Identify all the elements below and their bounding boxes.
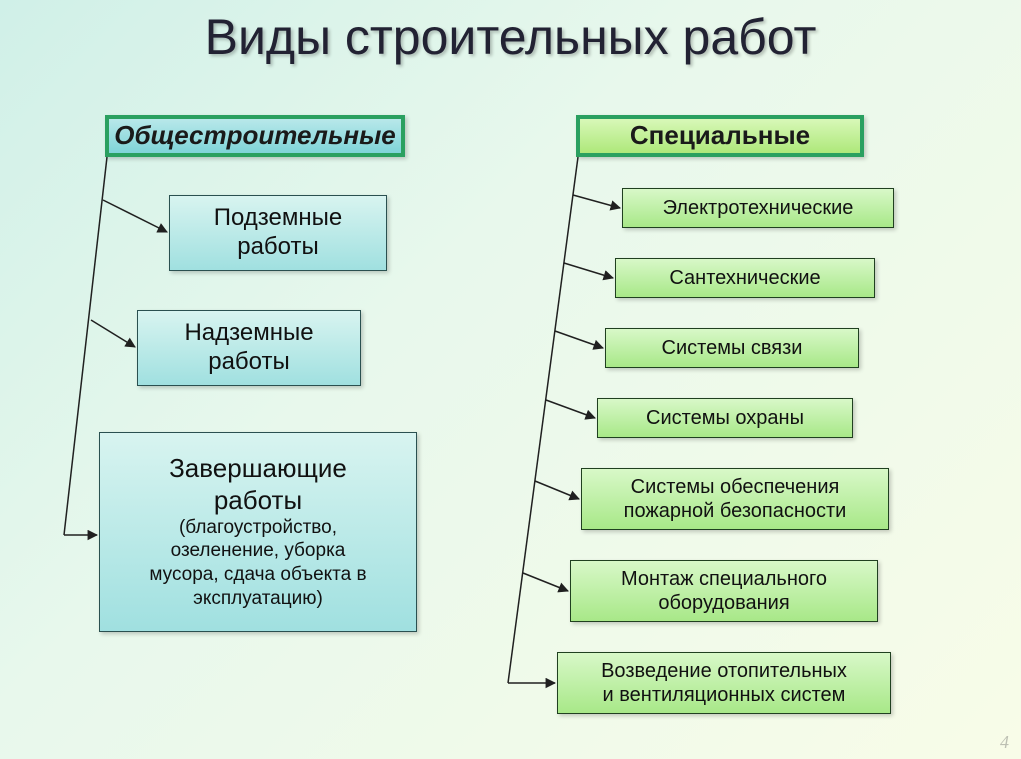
left-node-label: Надземныеработы (184, 319, 313, 377)
left-node-1: Надземныеработы (137, 310, 361, 386)
right-node-6: Возведение отопительныхи вентиляционных … (557, 652, 891, 714)
right-node-3: Системы охраны (597, 398, 853, 438)
left-node-sublabel: (благоустройство,озеленение, уборкамусор… (149, 516, 366, 611)
page-number: 4 (1000, 732, 1009, 753)
right-node-0: Электротехнические (622, 188, 894, 228)
left-node-2: Завершающиеработы (благоустройство,озеле… (99, 432, 417, 632)
right-node-5: Монтаж специальногооборудования (570, 560, 878, 622)
slide: Виды строительных работ Общестроительные… (0, 0, 1021, 759)
left-node-label: Подземныеработы (214, 204, 343, 262)
right-node-1: Сантехнические (615, 258, 875, 298)
right-node-4: Системы обеспеченияпожарной безопасности (581, 468, 889, 530)
right-node-2: Системы связи (605, 328, 859, 368)
slide-title: Виды строительных работ (0, 8, 1021, 66)
left-header-box: Общестроительные (105, 115, 405, 157)
right-header-box: Специальные (576, 115, 864, 157)
left-node-label: Завершающиеработы (169, 453, 347, 515)
left-node-0: Подземныеработы (169, 195, 387, 271)
